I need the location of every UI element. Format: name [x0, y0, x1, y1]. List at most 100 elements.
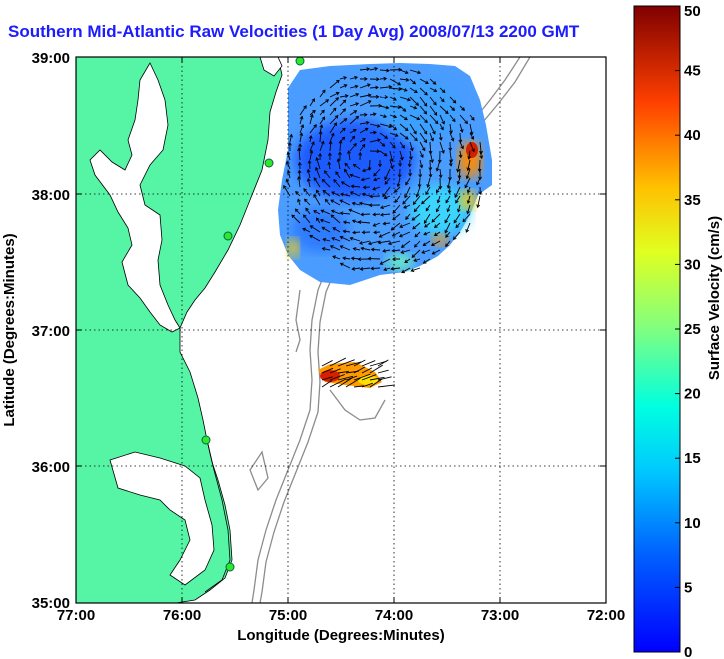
colorbar-tick-label: 20: [684, 386, 701, 403]
current-vector: [359, 94, 371, 98]
x-tick-label: 77:00: [57, 607, 95, 624]
current-vector-head: [390, 266, 395, 271]
current-vector-head: [412, 201, 417, 205]
current-vector-head: [372, 212, 377, 217]
current-vector: [469, 114, 475, 121]
current-vector-head: [418, 174, 423, 178]
current-vector: [479, 141, 482, 154]
current-vector: [321, 209, 331, 215]
current-vector: [389, 78, 401, 86]
current-vector: [397, 177, 401, 187]
current-vector: [399, 69, 409, 74]
current-vector-head: [353, 110, 358, 114]
current-vector-head: [415, 193, 420, 198]
current-vector-head: [478, 176, 482, 181]
radar-site: [295, 57, 305, 66]
current-vector: [361, 360, 376, 367]
current-vector-head: [383, 152, 388, 157]
current-vector: [377, 384, 395, 388]
current-vector-head: [405, 77, 410, 82]
current-vector: [405, 177, 411, 185]
velocity-field-south: [318, 362, 382, 388]
current-vector: [316, 190, 321, 197]
current-vector: [330, 199, 341, 206]
current-vector-head: [452, 236, 457, 241]
current-vector: [439, 132, 442, 141]
current-vector: [359, 83, 371, 89]
x-tick-label: 72:00: [587, 607, 625, 624]
current-vector-head: [448, 147, 453, 152]
current-vector: [425, 204, 431, 212]
current-vector: [419, 78, 429, 84]
current-vector: [344, 169, 351, 179]
current-vector: [419, 96, 428, 107]
current-vector-head: [462, 218, 467, 223]
current-vector: [359, 144, 366, 152]
current-vector: [309, 135, 312, 143]
current-vector-head: [315, 189, 320, 194]
current-vector: [310, 225, 321, 233]
current-vector-head: [384, 176, 388, 181]
current-vector: [340, 236, 351, 242]
current-vector: [339, 140, 342, 152]
current-vector: [409, 105, 417, 109]
current-vector: [350, 174, 361, 179]
current-vector: [349, 76, 358, 80]
current-vector-head: [413, 258, 418, 262]
current-vector: [413, 195, 421, 205]
current-vector-head: [347, 150, 351, 154]
current-vector-head: [332, 107, 337, 112]
current-vector: [377, 376, 392, 381]
current-vector: [457, 159, 461, 172]
current-vector: [458, 168, 461, 179]
current-vector-head: [380, 205, 384, 210]
current-vector: [399, 141, 405, 149]
radar-site: [201, 435, 211, 445]
current-vector-head: [476, 204, 481, 209]
current-vector-head: [405, 181, 409, 186]
current-vector: [409, 150, 412, 160]
current-vector-head: [297, 161, 302, 166]
current-vector-head: [350, 256, 355, 261]
current-vector-head: [414, 137, 418, 142]
current-vector-head: [478, 191, 483, 195]
current-vector: [321, 226, 331, 233]
current-vector: [359, 122, 369, 125]
current-vector: [337, 377, 353, 388]
current-vector-head: [330, 199, 335, 203]
current-vector-head: [368, 203, 373, 208]
current-vector-head: [309, 113, 314, 118]
current-vector-head: [297, 198, 301, 203]
current-vector-head: [398, 67, 403, 72]
current-vector: [340, 199, 351, 206]
current-vector: [369, 67, 378, 71]
current-vector: [449, 132, 454, 141]
current-vector: [436, 159, 441, 171]
current-vector-head: [332, 255, 337, 259]
current-vector-head: [360, 177, 365, 182]
current-vector: [348, 150, 351, 161]
current-vector: [309, 124, 317, 134]
current-vector-head: [383, 76, 388, 81]
current-vector-head: [398, 87, 403, 91]
current-vector-head: [333, 122, 337, 126]
current-vector: [380, 258, 391, 265]
current-vector: [291, 214, 301, 224]
current-vector: [298, 148, 301, 161]
current-vector: [389, 105, 401, 108]
current-vector: [329, 357, 347, 367]
current-vector: [368, 240, 381, 245]
current-vector-head: [392, 257, 396, 261]
current-vector-head: [399, 156, 404, 161]
current-vector: [304, 198, 311, 206]
current-vector: [350, 237, 361, 242]
current-vector: [359, 100, 372, 107]
current-vector: [424, 213, 431, 224]
current-vector: [329, 141, 332, 152]
current-vector: [394, 195, 401, 203]
current-vector-head: [423, 220, 428, 224]
current-vector-head: [436, 199, 441, 204]
current-vector-head: [431, 218, 436, 223]
current-vector-head: [298, 143, 303, 147]
